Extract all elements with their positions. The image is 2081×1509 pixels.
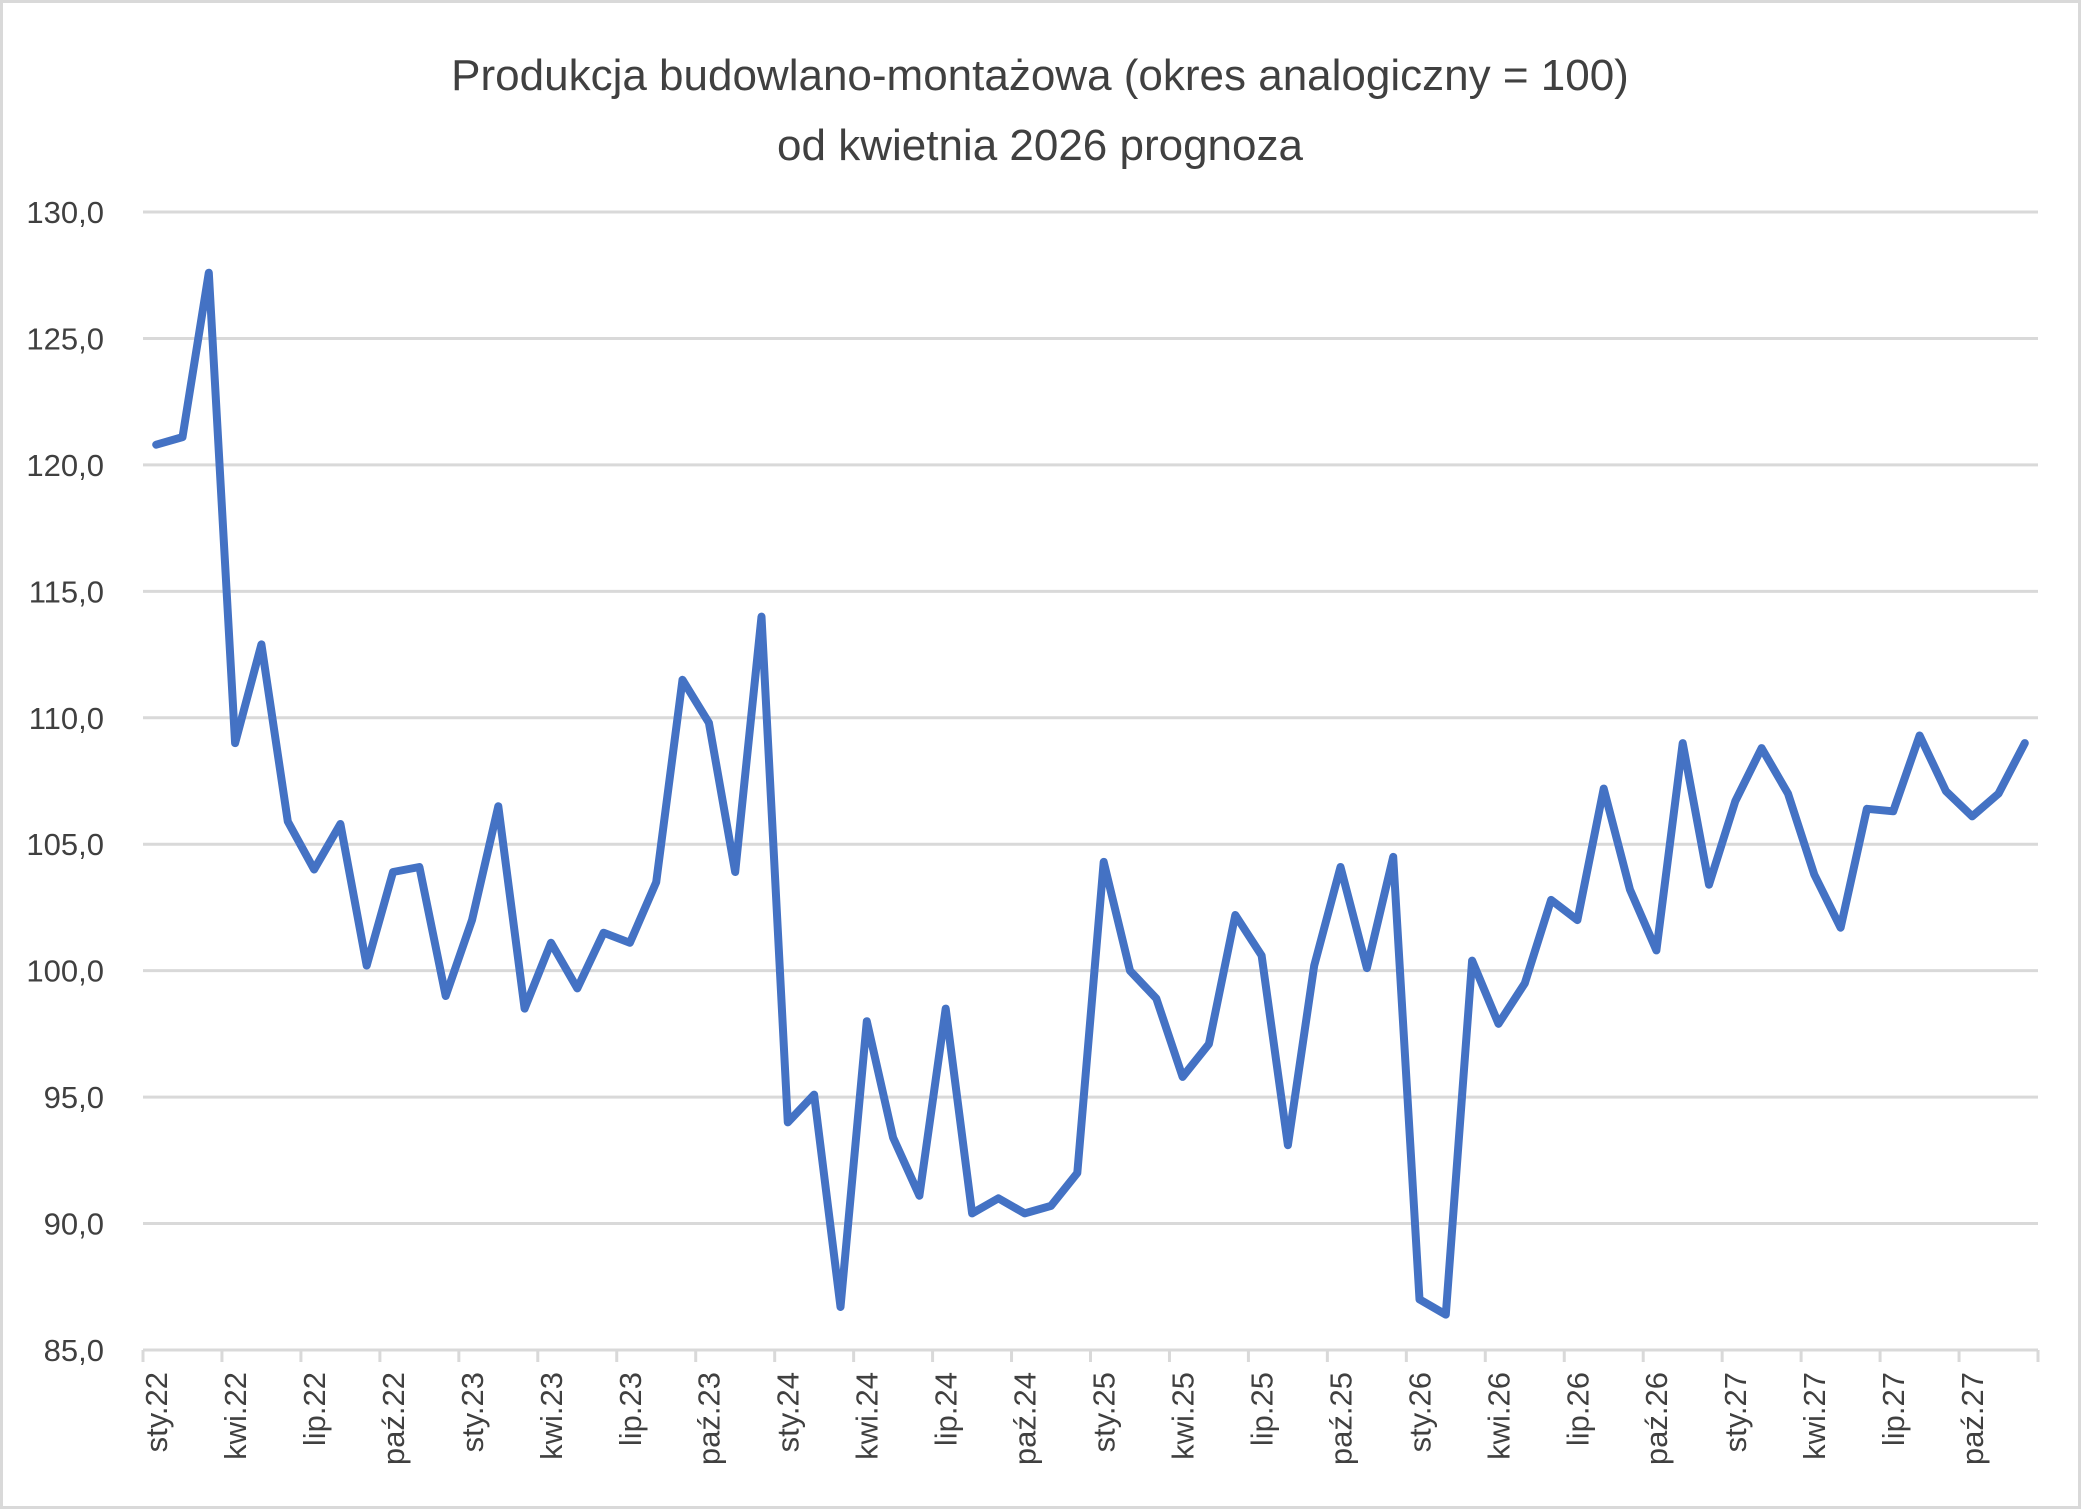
chart-title: Produkcja budowlano-montażowa (okres ana… [451, 51, 1629, 100]
x-tick-label: paź.27 [1955, 1372, 1990, 1465]
y-tick-label: 105,0 [26, 827, 104, 862]
x-tick-label: sty.22 [139, 1372, 174, 1452]
x-tick-label: kwi.24 [850, 1372, 885, 1460]
y-tick-label: 120,0 [26, 448, 104, 483]
y-tick-label: 115,0 [29, 574, 104, 609]
y-axis-labels: 130,0 125,0 120,0 115,0 110,0 105,0 100,0 95,0 9… [26, 195, 104, 1368]
x-tick-label: sty.26 [1402, 1372, 1437, 1452]
x-tick-label: sty.23 [455, 1372, 490, 1452]
x-tick-label: paź.22 [376, 1372, 411, 1465]
x-tick-label: kwi.22 [218, 1372, 253, 1460]
y-tick-label: 95,0 [44, 1080, 104, 1115]
x-tick-label: paź.24 [1008, 1372, 1043, 1465]
x-tick-label: kwi.23 [534, 1372, 569, 1460]
gridlines [143, 210, 2038, 1226]
y-tick-label: 130,0 [26, 195, 104, 230]
x-tick-label: lip.27 [1876, 1372, 1911, 1446]
x-axis: sty.22 kwi.22 lip.22 paź.22 sty.23 kwi.23 lip.… [139, 1348, 2040, 1465]
x-tick-label: kwi.26 [1481, 1372, 1516, 1460]
y-tick-label: 85,0 [44, 1333, 104, 1368]
chart-subtitle: od kwietnia 2026 prognoza [777, 121, 1303, 170]
x-tick-label: sty.24 [771, 1372, 806, 1452]
x-tick-label: sty.25 [1087, 1372, 1122, 1452]
series-line [152, 268, 2029, 1319]
x-tick-label: lip.25 [1244, 1372, 1279, 1446]
x-tick-label: paź.26 [1639, 1372, 1674, 1465]
x-tick-label: kwi.27 [1797, 1372, 1832, 1460]
x-tick-label: paź.25 [1323, 1372, 1358, 1465]
x-tick-label: lip.24 [929, 1372, 964, 1446]
y-tick-label: 125,0 [26, 321, 104, 356]
x-tick-label: lip.26 [1560, 1372, 1595, 1446]
x-tick-label: kwi.25 [1165, 1372, 1200, 1460]
y-tick-label: 90,0 [44, 1207, 104, 1242]
y-tick-label: 100,0 [26, 954, 104, 989]
series-layer [152, 268, 2029, 1319]
x-tick-label: lip.23 [613, 1372, 648, 1446]
y-tick-label: 110,0 [29, 701, 104, 736]
x-tick-label: lip.22 [297, 1372, 332, 1446]
x-tick-label: paź.23 [692, 1372, 727, 1465]
x-tick-label: sty.27 [1718, 1372, 1753, 1452]
